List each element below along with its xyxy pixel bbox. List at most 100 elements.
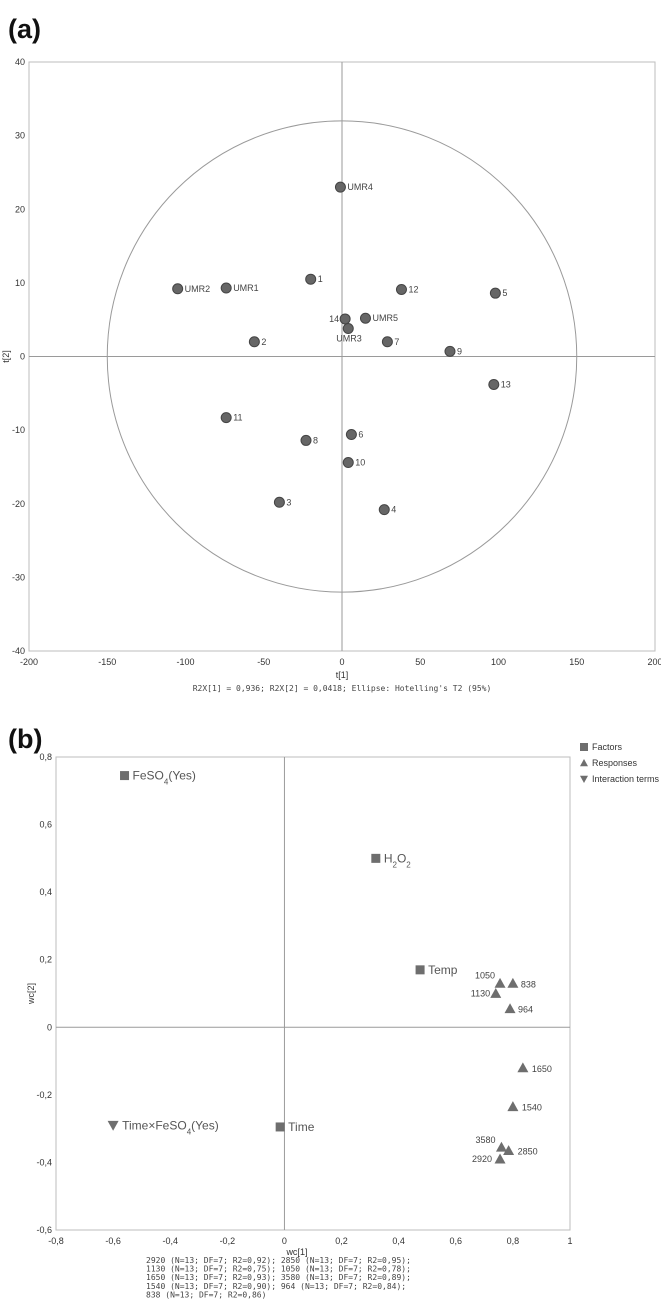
factor-label-suffix: O — [397, 851, 406, 865]
score-point — [444, 345, 456, 357]
score-point-label: 5 — [502, 288, 507, 298]
plot-a-ytick: 40 — [15, 57, 25, 67]
plot-b-xtick: 0,8 — [507, 1236, 520, 1246]
legend-entry: Responses — [592, 758, 638, 768]
plot-b-footer-line: 1650 (N=13; DF=7; R2=0,93); 3580 (N=13; … — [146, 1273, 411, 1282]
response-label: 2850 — [518, 1147, 538, 1157]
interaction-label-suffix: (Yes) — [191, 1118, 219, 1132]
plot-a-footer: R2X[1] = 0,936; R2X[2] = 0,0418; Ellipse… — [193, 684, 492, 693]
plot-a-ytick: -10 — [12, 425, 25, 435]
factor-label-sub: 4 — [164, 777, 169, 786]
factor-label-text: FeSO — [133, 769, 164, 783]
factor-label: H2O2 — [384, 851, 411, 869]
factor-point — [275, 1122, 285, 1132]
score-point-label: 9 — [457, 346, 462, 356]
plot-b-xtick: 0 — [282, 1236, 287, 1246]
score-point-label: UMR1 — [233, 283, 259, 293]
plot-b-xtick: -0,2 — [220, 1236, 236, 1246]
interaction-label-sub: 4 — [187, 1127, 192, 1136]
response-label: 3580 — [475, 1135, 495, 1145]
factor-label: FeSO4(Yes) — [133, 769, 196, 787]
factor-label: Temp — [428, 963, 458, 977]
score-point — [342, 323, 354, 335]
plot-b-xtick: -0,8 — [48, 1236, 64, 1246]
score-point-label: 14 — [329, 314, 339, 324]
interaction-label-text: Time×FeSO — [122, 1118, 187, 1132]
legend-marker — [580, 743, 588, 751]
plot-b-ytick: -0,4 — [36, 1157, 52, 1167]
plot-a-ytick: 20 — [15, 204, 25, 214]
panel-b-label: (b) — [8, 724, 42, 754]
score-point-label: 10 — [355, 458, 365, 468]
score-point — [381, 336, 393, 348]
panel-a-label: (a) — [8, 14, 41, 44]
plot-a-xtick: -100 — [176, 657, 194, 667]
plot-b-xtick: -0,4 — [162, 1236, 178, 1246]
factor-label-sub: 2 — [406, 860, 411, 869]
factor-label: Time — [288, 1120, 315, 1134]
score-point — [359, 312, 371, 324]
plot-a-ytick: 10 — [15, 278, 25, 288]
score-point — [489, 287, 501, 299]
score-point-label: 3 — [286, 497, 291, 507]
plot-b-footer-line: 2920 (N=13; DF=7; R2=0,92); 2850 (N=13; … — [146, 1256, 411, 1265]
score-point — [172, 283, 184, 295]
factor-label-sub: 2 — [392, 860, 397, 869]
score-point — [220, 282, 232, 294]
factor-point — [415, 965, 425, 975]
score-point — [300, 434, 312, 446]
score-point — [345, 429, 357, 441]
plot-b-xtick: 0,2 — [335, 1236, 348, 1246]
score-point-label: UMR4 — [347, 182, 373, 192]
score-point — [248, 336, 260, 348]
plot-b-footer-line: 1130 (N=13; DF=7; R2=0,75); 1050 (N=13; … — [146, 1265, 411, 1274]
response-label: 1050 — [475, 970, 495, 980]
factor-point — [371, 853, 381, 863]
factor-label-text: Temp — [428, 963, 458, 977]
plot-a-ytick: -40 — [12, 646, 25, 656]
plot-b-ytick: -0,2 — [36, 1090, 52, 1100]
plot-b-ytick: 0,6 — [39, 820, 52, 830]
legend-marker — [580, 775, 588, 783]
score-point-label: 12 — [408, 285, 418, 295]
response-point — [517, 1062, 529, 1073]
factor-label-text: H — [384, 851, 393, 865]
plot-b-ytick: 0,8 — [39, 752, 52, 762]
plot-b-xlabel: wc[1] — [285, 1247, 307, 1257]
score-point — [220, 412, 232, 424]
response-point — [490, 988, 502, 998]
response-label: 838 — [521, 979, 536, 989]
plot-a-xtick: 50 — [415, 657, 425, 667]
score-point — [273, 496, 285, 508]
score-point-label: 4 — [391, 505, 396, 515]
legend-entry: Interaction terms — [592, 774, 660, 784]
score-point — [342, 457, 354, 469]
plot-b-xtick: 1 — [567, 1236, 572, 1246]
plot-b-footer-line: 1540 (N=13; DF=7; R2=0,90); 964 (N=13; D… — [146, 1282, 406, 1291]
score-point — [334, 181, 346, 193]
plot-a-xtick: -150 — [98, 657, 116, 667]
score-point-label: 13 — [501, 379, 511, 389]
score-point-label: 7 — [394, 337, 399, 347]
response-label: 1130 — [471, 989, 490, 999]
response-label: 1540 — [522, 1103, 542, 1113]
plot-b-ytick: 0,4 — [39, 887, 52, 897]
score-point — [395, 284, 407, 296]
plot-b-ylabel: wc[2] — [26, 983, 36, 1005]
score-point-label: 1 — [318, 274, 323, 284]
response-point — [494, 1153, 506, 1164]
plot-a-xtick: -50 — [257, 657, 270, 667]
plot-a-xtick: 200 — [647, 657, 661, 667]
factor-label-text: Time — [288, 1120, 315, 1134]
plot-a-xtick: 150 — [569, 657, 584, 667]
score-point-label: 6 — [358, 430, 363, 440]
plot-a-ytick: -20 — [12, 499, 25, 509]
factor-label-suffix: (Yes) — [168, 769, 196, 783]
factor-point — [120, 771, 130, 781]
score-point-label: 2 — [261, 337, 266, 347]
score-point — [339, 313, 351, 325]
plot-a-xtick: 0 — [339, 657, 344, 667]
plot-b-frame — [55, 756, 571, 1231]
response-point — [494, 977, 506, 988]
response-point — [503, 1145, 515, 1156]
